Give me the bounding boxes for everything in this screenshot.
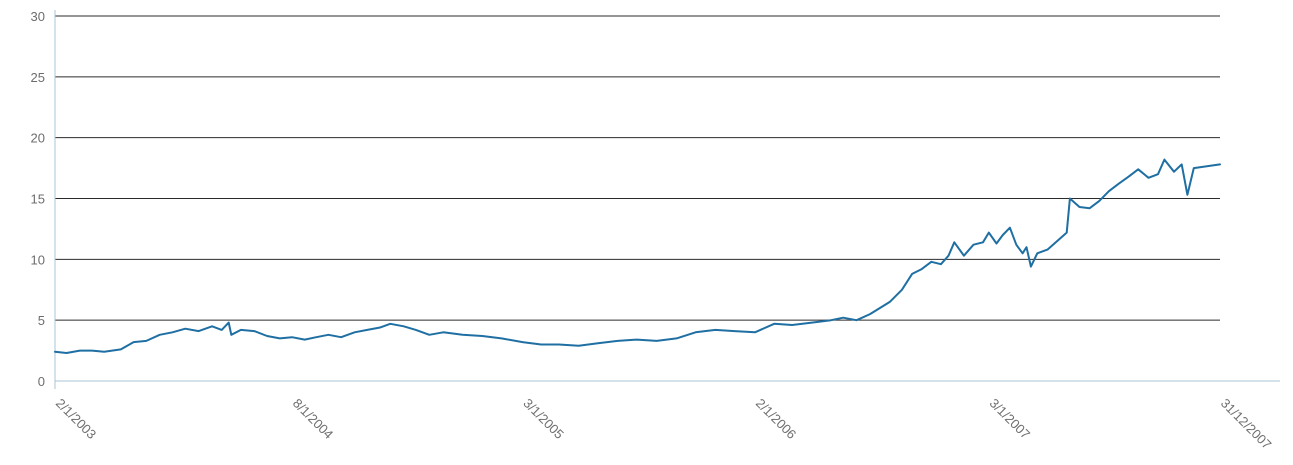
- x-tick-label: 8/1/2004: [290, 396, 336, 442]
- y-tick-label: 5: [38, 313, 45, 328]
- x-axis-tick-labels: 2/1/2003 8/1/2004 3/1/2005 2/1/2006 3/1/2007…: [53, 396, 1275, 453]
- y-tick-label: 10: [31, 252, 45, 267]
- x-tick-label: 3/1/2005: [520, 396, 566, 442]
- y-tick-label: 20: [31, 131, 45, 146]
- y-tick-label: 25: [31, 70, 45, 85]
- x-tick-label: 31/12/2007: [1218, 396, 1275, 453]
- series-line: [54, 158, 1221, 354]
- x-tick-label: 3/1/2007: [987, 396, 1033, 442]
- y-tick-label: 0: [38, 374, 45, 389]
- x-tick-label: 2/1/2003: [53, 396, 99, 442]
- gridlines: [55, 15, 1220, 321]
- y-tick-label: 15: [31, 192, 45, 207]
- y-tick-label: 30: [31, 9, 45, 24]
- y-axis-tick-labels: 0 5 10 15 20 25 30: [31, 9, 45, 389]
- x-tick-label: 2/1/2006: [753, 396, 799, 442]
